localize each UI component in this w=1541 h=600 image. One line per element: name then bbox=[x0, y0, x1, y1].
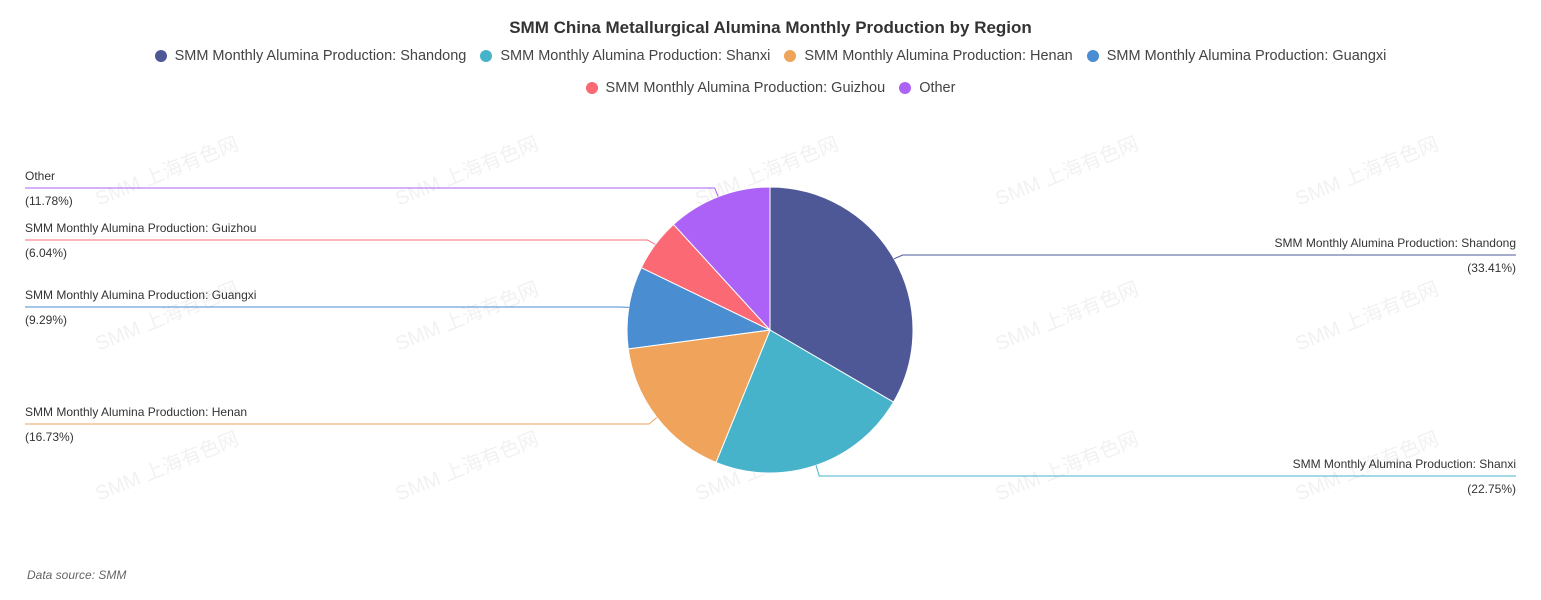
legend-marker-henan bbox=[784, 50, 797, 62]
legend-marker-shanxi bbox=[480, 50, 493, 62]
legend-label-guizhou: SMM Monthly Alumina Production: Guizhou bbox=[605, 80, 886, 96]
slice-label-henan: SMM Monthly Alumina Production: Henan bbox=[25, 405, 247, 419]
leader-line-shanxi bbox=[815, 465, 1516, 477]
legend-item-henan[interactable]: SMM Monthly Alumina Production: Henan bbox=[784, 48, 1073, 64]
slice-percent-henan: (16.73%) bbox=[25, 430, 74, 444]
slice-percent-guizhou: (6.04%) bbox=[25, 246, 67, 260]
legend-item-guangxi[interactable]: SMM Monthly Alumina Production: Guangxi bbox=[1086, 48, 1387, 64]
legend-row-2: SMM Monthly Alumina Production: Guizhou … bbox=[0, 80, 1541, 96]
slice-label-other: Other bbox=[25, 169, 55, 183]
legend-marker-other bbox=[899, 82, 912, 94]
legend-marker-guizhou bbox=[585, 82, 598, 94]
pie-slice-shanxi[interactable] bbox=[715, 329, 895, 474]
chart-title: SMM China Metallurgical Alumina Monthly … bbox=[509, 18, 1032, 37]
legend-row-1: SMM Monthly Alumina Production: Shandong… bbox=[0, 48, 1541, 64]
legend-item-other[interactable]: Other bbox=[899, 80, 955, 96]
legend-label-other: Other bbox=[919, 80, 956, 96]
data-source-note: Data source: SMM bbox=[27, 568, 127, 582]
pie-slice-guangxi[interactable] bbox=[626, 266, 772, 350]
slice-percent-shanxi: (22.75%) bbox=[1467, 482, 1516, 496]
legend-label-guangxi: SMM Monthly Alumina Production: Guangxi bbox=[1106, 48, 1387, 64]
slice-percent-other: (11.78%) bbox=[25, 194, 73, 208]
leader-line-guizhou bbox=[25, 239, 656, 245]
slice-label-guangxi: SMM Monthly Alumina Production: Guangxi bbox=[25, 288, 256, 302]
legend-item-shandong[interactable]: SMM Monthly Alumina Production: Shandong bbox=[154, 48, 467, 64]
slice-label-shanxi: SMM Monthly Alumina Production: Shanxi bbox=[1293, 457, 1516, 471]
slice-label-shandong: SMM Monthly Alumina Production: Shandong bbox=[1275, 236, 1516, 250]
legend-item-shanxi[interactable]: SMM Monthly Alumina Production: Shanxi bbox=[480, 48, 770, 64]
slice-label-guizhou: SMM Monthly Alumina Production: Guizhou bbox=[25, 221, 256, 235]
legend-label-shanxi: SMM Monthly Alumina Production: Shanxi bbox=[500, 48, 771, 64]
pie-slice-other[interactable] bbox=[672, 186, 771, 332]
pie-slice-shandong[interactable] bbox=[769, 186, 914, 403]
leader-line-shandong bbox=[893, 254, 1516, 260]
slice-percent-shandong: (33.41%) bbox=[1467, 261, 1516, 275]
legend-label-henan: SMM Monthly Alumina Production: Henan bbox=[804, 48, 1073, 64]
pie-slice-henan[interactable] bbox=[627, 329, 771, 464]
leader-line-henan bbox=[25, 417, 658, 425]
slice-percent-guangxi: (9.29%) bbox=[25, 313, 67, 327]
leader-line-other bbox=[25, 187, 719, 197]
legend-item-guizhou[interactable]: SMM Monthly Alumina Production: Guizhou bbox=[585, 80, 886, 96]
legend-marker-shandong bbox=[154, 50, 167, 62]
legend-label-shandong: SMM Monthly Alumina Production: Shandong bbox=[174, 48, 467, 64]
legend-marker-guangxi bbox=[1086, 50, 1099, 62]
